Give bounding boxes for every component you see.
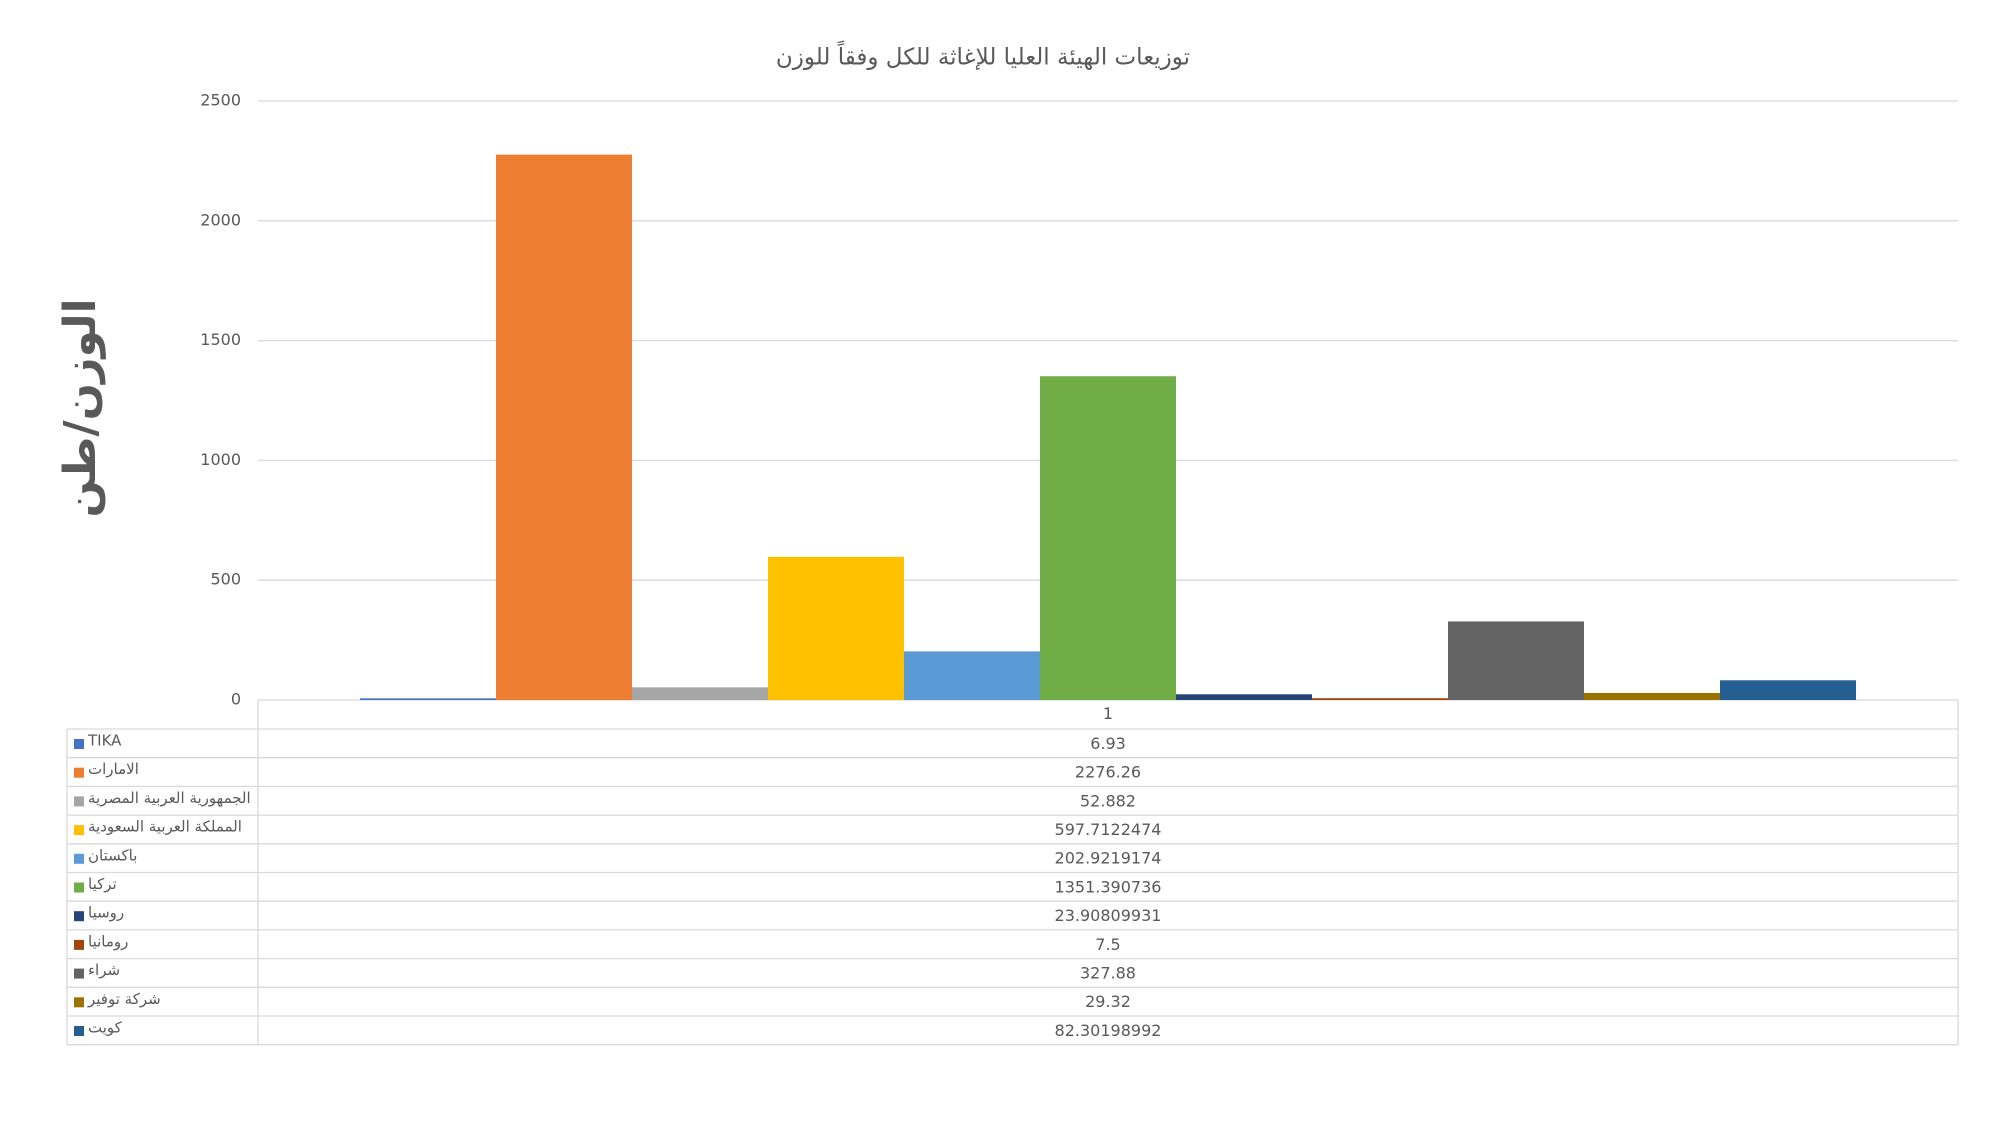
table-value: 597.7122474	[1055, 820, 1162, 839]
bar	[1040, 376, 1176, 700]
table-value: 202.9219174	[1055, 849, 1162, 868]
bar	[1720, 680, 1856, 700]
bar	[632, 687, 768, 700]
bar	[904, 651, 1040, 700]
legend-key	[74, 853, 84, 864]
table-value: 29.32	[1085, 992, 1131, 1011]
y-tick-label: 2000	[200, 210, 241, 229]
bar	[360, 698, 496, 700]
legend-key	[74, 767, 84, 778]
y-tick-label: 2500	[200, 91, 241, 110]
legend-key	[74, 968, 84, 979]
legend-label: المملكة العربية السعودية	[88, 818, 242, 836]
legend-label: تركيا	[88, 875, 117, 893]
legend-key	[74, 739, 84, 749]
bar	[1312, 698, 1448, 700]
legend-key	[74, 997, 84, 1008]
legend-label: شركة توفير	[87, 990, 161, 1008]
legend-label: شراء	[88, 961, 120, 979]
table-value: 23.90809931	[1055, 906, 1162, 925]
table-value: 327.88	[1080, 963, 1136, 982]
legend-key	[74, 825, 84, 836]
legend-label: روسيا	[88, 904, 124, 922]
legend-label: الجمهورية العربية المصرية	[88, 789, 251, 807]
x-tick-label: 1	[1103, 704, 1113, 723]
bar	[1584, 692, 1720, 700]
table-value: 82.30198992	[1055, 1021, 1162, 1040]
legend-label: الامارات	[88, 760, 139, 778]
y-tick-label: 1500	[200, 330, 241, 349]
legend-key	[74, 939, 84, 950]
legend-key	[74, 1026, 84, 1036]
table-value: 52.882	[1080, 791, 1136, 810]
bar	[768, 556, 904, 700]
bar	[1176, 694, 1312, 700]
chart-title: توزيعات الهيئة العليا للإغاثة للكل وفقاً…	[776, 40, 1190, 70]
legend-label: رومانيا	[88, 932, 128, 950]
table-value: 2276.26	[1075, 763, 1141, 782]
legend-key	[74, 882, 84, 893]
bar	[1448, 621, 1584, 700]
legend-label: كويت	[88, 1019, 123, 1037]
table-value: 1351.390736	[1055, 877, 1162, 896]
y-tick-label: 1000	[200, 450, 241, 469]
legend-key	[74, 911, 84, 922]
legend-key	[74, 796, 84, 807]
legend-label: باكستان	[88, 846, 137, 864]
bar	[496, 154, 632, 701]
table-value: 7.5	[1095, 935, 1120, 954]
legend-label: TIKA	[87, 732, 122, 750]
table-value: 6.93	[1090, 734, 1126, 753]
y-axis-label: الوزن/طن	[55, 298, 106, 517]
y-tick-label: 0	[231, 690, 241, 709]
y-tick-label: 500	[210, 570, 241, 589]
